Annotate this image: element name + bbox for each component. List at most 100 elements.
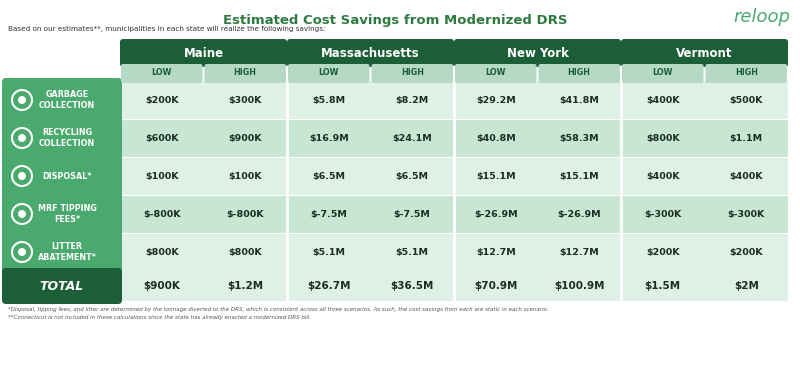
- Text: $-300K: $-300K: [728, 209, 765, 218]
- FancyBboxPatch shape: [121, 64, 202, 83]
- FancyBboxPatch shape: [2, 78, 122, 122]
- Text: $41.8M: $41.8M: [559, 96, 599, 105]
- Text: $-26.9M: $-26.9M: [558, 209, 601, 218]
- FancyBboxPatch shape: [455, 64, 537, 83]
- Text: $200K: $200K: [145, 96, 178, 105]
- Text: $5.1M: $5.1M: [312, 247, 346, 256]
- Text: $200K: $200K: [730, 247, 763, 256]
- Text: $300K: $300K: [229, 96, 262, 105]
- Bar: [6, 233, 788, 271]
- FancyBboxPatch shape: [205, 64, 286, 83]
- Text: HIGH: HIGH: [401, 68, 424, 77]
- Bar: [6, 271, 788, 301]
- Text: Estimated Cost Savings from Modernized DRS: Estimated Cost Savings from Modernized D…: [222, 14, 567, 27]
- Text: $5.8M: $5.8M: [312, 96, 346, 105]
- Text: $-7.5M: $-7.5M: [394, 209, 430, 218]
- Text: GARBAGE
COLLECTION: GARBAGE COLLECTION: [39, 90, 95, 110]
- Text: $200K: $200K: [646, 247, 679, 256]
- Text: $500K: $500K: [730, 96, 763, 105]
- Text: $8.2M: $8.2M: [396, 96, 429, 105]
- Text: $800K: $800K: [646, 134, 679, 143]
- Circle shape: [18, 96, 26, 104]
- FancyBboxPatch shape: [2, 192, 122, 236]
- Text: LITTER
ABATEMENT*: LITTER ABATEMENT*: [38, 242, 97, 262]
- Text: $900K: $900K: [229, 134, 262, 143]
- FancyBboxPatch shape: [288, 64, 370, 83]
- Text: HIGH: HIGH: [734, 68, 758, 77]
- Text: HIGH: HIGH: [234, 68, 257, 77]
- Text: Vermont: Vermont: [676, 47, 733, 60]
- Text: $800K: $800K: [145, 247, 178, 256]
- Text: $-300K: $-300K: [644, 209, 682, 218]
- Circle shape: [18, 248, 26, 256]
- Text: $-7.5M: $-7.5M: [310, 209, 347, 218]
- Text: reloop: reloop: [733, 8, 790, 26]
- Text: HIGH: HIGH: [568, 68, 590, 77]
- Bar: [6, 119, 788, 157]
- Text: $400K: $400K: [730, 172, 763, 180]
- FancyBboxPatch shape: [454, 39, 621, 67]
- Text: **Connecticut is not included in these calculations since the state has already : **Connecticut is not included in these c…: [8, 315, 311, 320]
- Text: $1.1M: $1.1M: [730, 134, 763, 143]
- FancyBboxPatch shape: [621, 39, 788, 67]
- FancyBboxPatch shape: [706, 64, 787, 83]
- Text: $-800K: $-800K: [226, 209, 264, 218]
- Text: LOW: LOW: [318, 68, 339, 77]
- Text: TOTAL: TOTAL: [40, 279, 84, 292]
- Text: Maine: Maine: [183, 47, 223, 60]
- Circle shape: [18, 210, 26, 218]
- Text: Based on our estimates**, municipalities in each state will realize the followin: Based on our estimates**, municipalities…: [8, 26, 326, 32]
- Text: $800K: $800K: [229, 247, 262, 256]
- FancyBboxPatch shape: [2, 268, 122, 304]
- FancyBboxPatch shape: [538, 64, 620, 83]
- Text: $1.2M: $1.2M: [227, 281, 263, 291]
- FancyBboxPatch shape: [371, 64, 453, 83]
- FancyBboxPatch shape: [2, 230, 122, 274]
- Text: $-26.9M: $-26.9M: [474, 209, 518, 218]
- Text: $29.2M: $29.2M: [476, 96, 516, 105]
- Text: *Disposal, tipping fees, and litter are determined by the tonnage diverted to th: *Disposal, tipping fees, and litter are …: [8, 307, 549, 312]
- Text: $58.3M: $58.3M: [559, 134, 599, 143]
- Text: $400K: $400K: [646, 96, 679, 105]
- Text: $70.9M: $70.9M: [474, 281, 518, 291]
- Bar: [6, 81, 788, 119]
- FancyBboxPatch shape: [622, 64, 703, 83]
- Text: $24.1M: $24.1M: [392, 134, 432, 143]
- Circle shape: [18, 134, 26, 142]
- Text: $40.8M: $40.8M: [476, 134, 516, 143]
- Text: LOW: LOW: [653, 68, 673, 77]
- FancyBboxPatch shape: [287, 39, 454, 67]
- FancyBboxPatch shape: [2, 116, 122, 160]
- Text: $900K: $900K: [143, 281, 180, 291]
- FancyBboxPatch shape: [2, 154, 122, 198]
- Text: LOW: LOW: [151, 68, 172, 77]
- FancyBboxPatch shape: [120, 39, 287, 67]
- Text: RECYCLING
COLLECTION: RECYCLING COLLECTION: [39, 128, 95, 148]
- Text: $6.5M: $6.5M: [396, 172, 429, 180]
- Bar: [6, 195, 788, 233]
- Text: Massachusetts: Massachusetts: [321, 47, 420, 60]
- Text: $15.1M: $15.1M: [476, 172, 515, 180]
- Text: $400K: $400K: [646, 172, 679, 180]
- Text: $1.5M: $1.5M: [645, 281, 681, 291]
- Text: $26.7M: $26.7M: [307, 281, 350, 291]
- Text: $100.9M: $100.9M: [554, 281, 605, 291]
- Text: $5.1M: $5.1M: [396, 247, 429, 256]
- Text: $100K: $100K: [229, 172, 262, 180]
- Text: $16.9M: $16.9M: [309, 134, 349, 143]
- Text: New York: New York: [506, 47, 569, 60]
- Text: $600K: $600K: [145, 134, 178, 143]
- Text: $36.5M: $36.5M: [390, 281, 434, 291]
- Bar: [6, 157, 788, 195]
- Text: $6.5M: $6.5M: [312, 172, 346, 180]
- Text: MRF TIPPING
FEES*: MRF TIPPING FEES*: [38, 204, 97, 224]
- Text: $-800K: $-800K: [143, 209, 181, 218]
- Text: $15.1M: $15.1M: [559, 172, 599, 180]
- Text: $12.7M: $12.7M: [559, 247, 599, 256]
- Circle shape: [18, 172, 26, 180]
- Text: $12.7M: $12.7M: [476, 247, 516, 256]
- Text: DISPOSAL*: DISPOSAL*: [42, 172, 92, 180]
- Text: LOW: LOW: [486, 68, 506, 77]
- Text: $2M: $2M: [734, 281, 758, 291]
- Text: $100K: $100K: [145, 172, 178, 180]
